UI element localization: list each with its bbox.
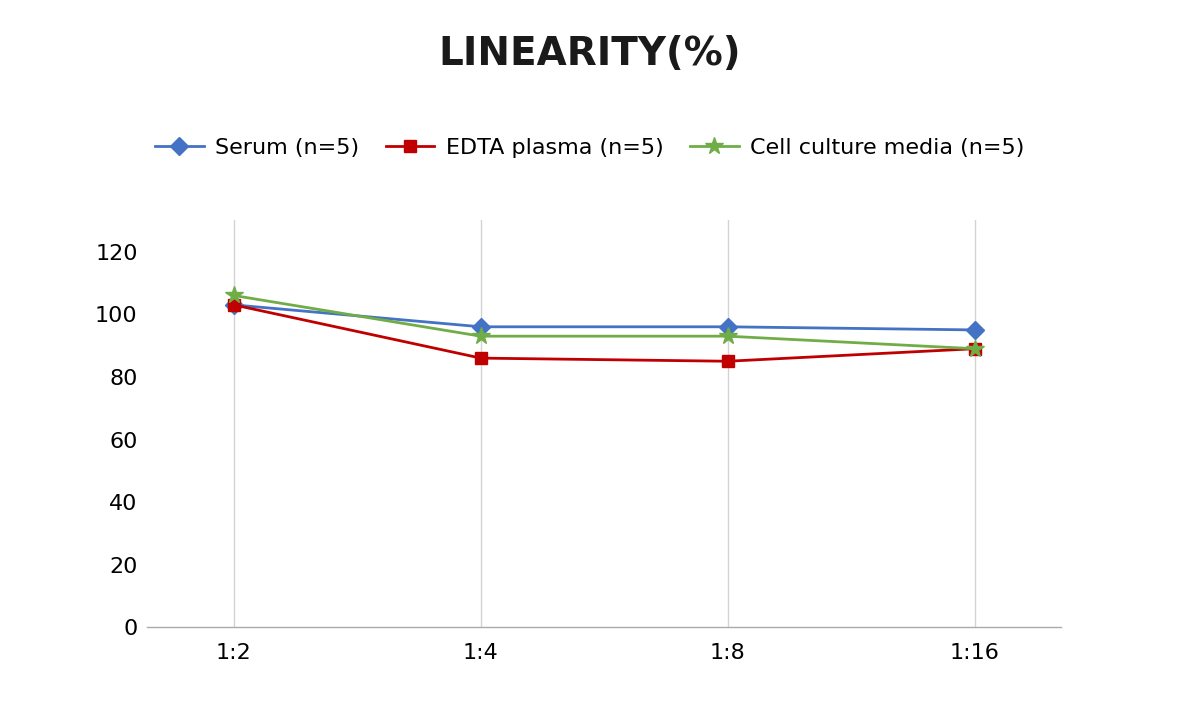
EDTA plasma (n=5) <box>968 345 982 353</box>
Serum (n=5) <box>226 300 241 309</box>
Cell culture media (n=5) <box>720 332 735 341</box>
Text: LINEARITY(%): LINEARITY(%) <box>439 35 740 73</box>
Cell culture media (n=5) <box>474 332 488 341</box>
EDTA plasma (n=5) <box>474 354 488 362</box>
Serum (n=5) <box>720 323 735 331</box>
Legend: Serum (n=5), EDTA plasma (n=5), Cell culture media (n=5): Serum (n=5), EDTA plasma (n=5), Cell cul… <box>154 138 1025 158</box>
Cell culture media (n=5) <box>226 291 241 300</box>
Line: Serum (n=5): Serum (n=5) <box>228 299 981 336</box>
Serum (n=5) <box>474 323 488 331</box>
EDTA plasma (n=5) <box>720 357 735 365</box>
Cell culture media (n=5) <box>968 345 982 353</box>
Line: EDTA plasma (n=5): EDTA plasma (n=5) <box>228 299 981 367</box>
EDTA plasma (n=5) <box>226 300 241 309</box>
Line: Cell culture media (n=5): Cell culture media (n=5) <box>225 286 983 357</box>
Serum (n=5) <box>968 326 982 334</box>
